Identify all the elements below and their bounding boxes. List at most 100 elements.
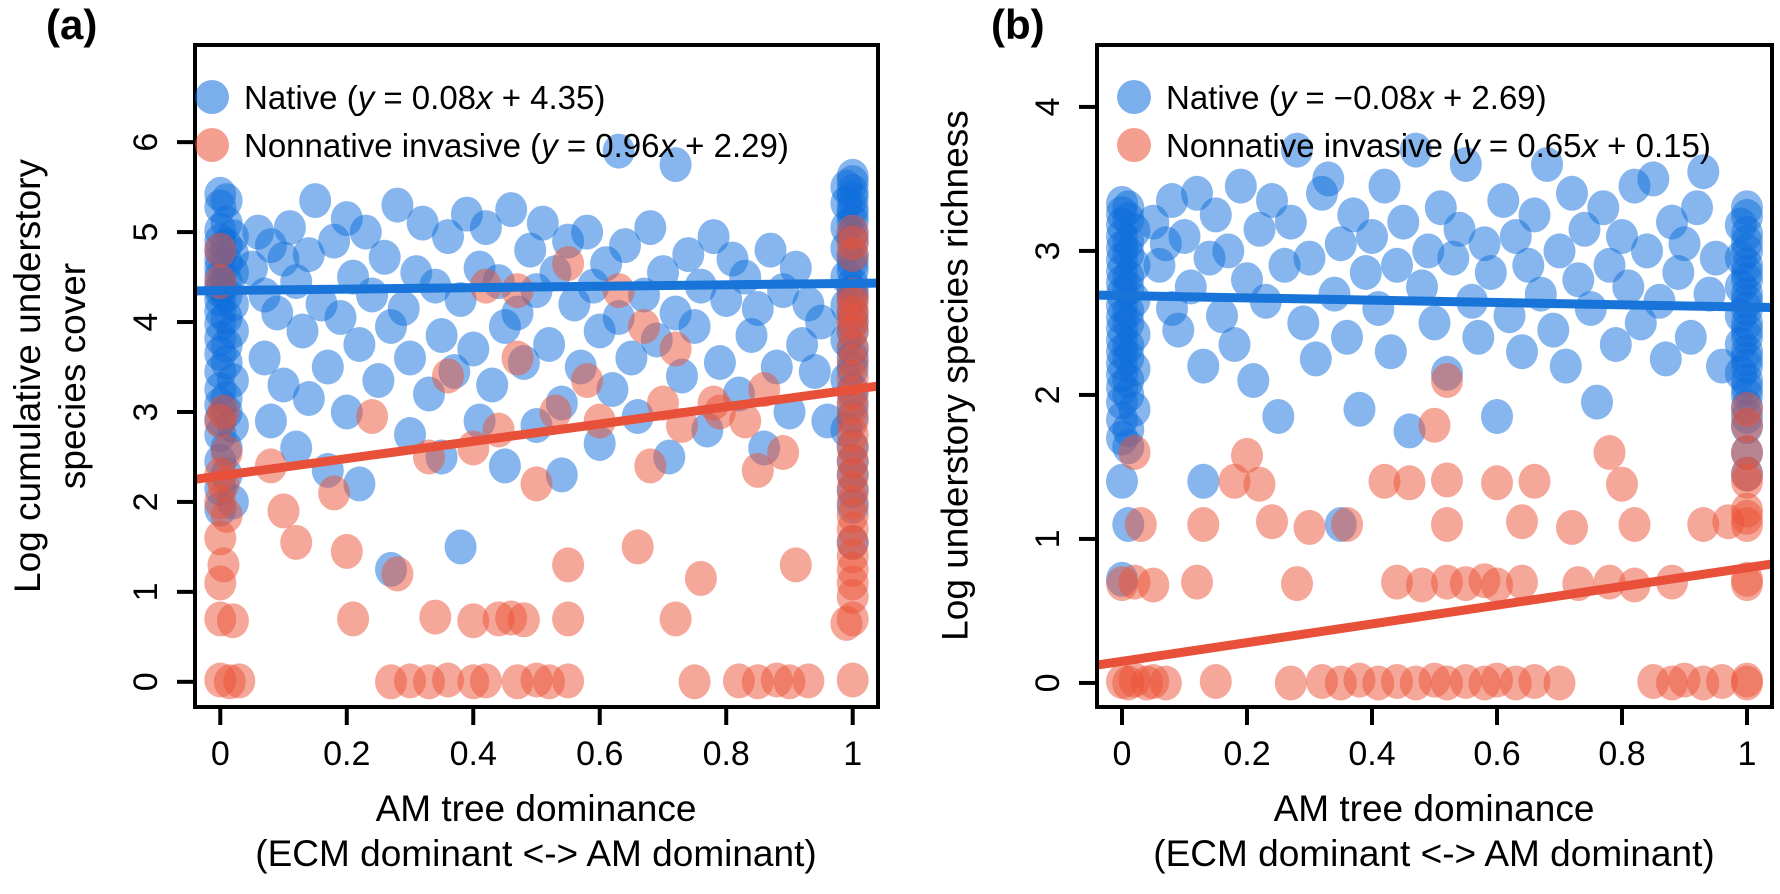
data-point <box>248 340 281 376</box>
data-point <box>356 277 389 313</box>
data-point <box>1518 664 1551 699</box>
data-point <box>1199 197 1232 233</box>
data-point <box>1699 240 1732 276</box>
data-point <box>1481 567 1513 603</box>
data-point <box>1562 262 1595 298</box>
data-point <box>1731 662 1763 698</box>
data-point <box>526 205 559 241</box>
data-point <box>1406 269 1438 305</box>
data-point <box>419 599 452 635</box>
panel-a-x-axis-title-line2: (ECM dominant <-> AM dominant) <box>255 833 817 874</box>
data-point <box>1649 341 1682 377</box>
data-point <box>602 133 635 169</box>
panel-a-y-axis-title-line2: species cover <box>52 262 93 490</box>
data-point <box>1324 226 1357 262</box>
data-point <box>1706 664 1738 699</box>
data-point <box>634 210 667 246</box>
data-point <box>811 403 844 439</box>
data-point <box>1187 463 1220 499</box>
data-point <box>1168 219 1201 254</box>
data-point <box>311 349 344 385</box>
data-point <box>1318 276 1351 312</box>
panel-a-y-axis-title: Log cumulative understory species cover <box>5 0 95 756</box>
data-point <box>1537 312 1570 348</box>
panel-b-x-axis-title: AM tree dominance (ECM dominant <-> AM d… <box>1084 786 1780 876</box>
data-point <box>1412 233 1445 269</box>
data-point <box>805 304 838 340</box>
data-point <box>1399 132 1432 168</box>
data-point <box>1331 319 1363 355</box>
data-point <box>1687 507 1720 542</box>
data-point <box>735 318 768 353</box>
data-point <box>1293 509 1326 545</box>
data-point <box>628 309 660 344</box>
data-point <box>267 367 300 403</box>
invasive-legend-label: Nonnative invasive (y = 0.65x + 0.15) <box>1166 127 1711 164</box>
data-point <box>1599 327 1632 362</box>
data-point <box>710 282 743 317</box>
data-point <box>659 331 692 367</box>
data-point <box>1506 504 1538 540</box>
data-point <box>1449 147 1482 182</box>
data-point <box>1181 564 1213 600</box>
data-point <box>729 259 762 295</box>
data-point <box>501 340 534 376</box>
data-point <box>1431 462 1463 498</box>
panel-b-label: (b) <box>991 1 1045 48</box>
y-tick-label: 4 <box>127 313 165 332</box>
data-point <box>1637 161 1670 197</box>
data-point <box>1506 334 1538 370</box>
x-tick-label: 0.2 <box>323 735 370 773</box>
data-point <box>1106 463 1138 499</box>
data-point <box>1543 665 1576 701</box>
data-point <box>1243 211 1276 247</box>
data-point <box>223 663 256 699</box>
data-point <box>596 372 629 407</box>
data-point <box>552 547 585 583</box>
data-point <box>457 603 490 639</box>
x-tick-label: 0.8 <box>1598 735 1645 773</box>
data-point <box>1212 233 1245 269</box>
data-point <box>1381 564 1413 600</box>
data-point <box>1243 466 1276 502</box>
data-point <box>1331 507 1363 542</box>
data-point <box>318 475 351 511</box>
data-point <box>533 327 566 362</box>
panel-b-x-axis-title-line1: AM tree dominance <box>1273 788 1595 829</box>
data-point <box>1199 664 1232 699</box>
data-point <box>1368 463 1401 499</box>
data-point <box>1549 348 1582 384</box>
data-point <box>1606 466 1638 502</box>
panel-b: 0 0.2 0.4 0.6 0.8 1 0 1 2 3 4 Native (y = −0.08x + … <box>1029 43 1774 773</box>
data-point <box>1443 211 1476 247</box>
data-point <box>754 232 787 268</box>
y-tick-label: 0 <box>127 672 165 691</box>
data-point <box>1481 399 1513 434</box>
data-point <box>666 358 698 394</box>
invasive-legend-label: Nonnative invasive (y = 0.96x + 2.29) <box>244 127 789 164</box>
native-regression-line <box>194 278 879 296</box>
data-point <box>786 327 819 362</box>
data-point <box>1231 437 1263 473</box>
data-point <box>292 381 325 416</box>
data-point <box>1474 255 1507 290</box>
data-point <box>1293 240 1326 276</box>
panel-a: 0 0.2 0.4 0.6 0.8 1 0 1 2 3 4 5 6 Native (y = 0.08x +… <box>127 43 880 773</box>
data-point <box>1224 168 1257 204</box>
y-tick-label: 1 <box>127 582 165 601</box>
data-point <box>1349 255 1382 290</box>
data-point <box>1137 567 1170 603</box>
data-point <box>394 417 426 452</box>
data-point <box>432 662 464 698</box>
panel-a-label: (a) <box>46 1 98 48</box>
data-point <box>1531 147 1563 182</box>
data-point <box>381 556 414 592</box>
data-point <box>539 394 572 430</box>
data-point <box>1312 161 1345 197</box>
data-point <box>1556 509 1588 545</box>
data-point <box>1481 465 1513 501</box>
data-point <box>1381 247 1413 283</box>
data-point <box>280 524 313 560</box>
data-point <box>476 367 509 403</box>
